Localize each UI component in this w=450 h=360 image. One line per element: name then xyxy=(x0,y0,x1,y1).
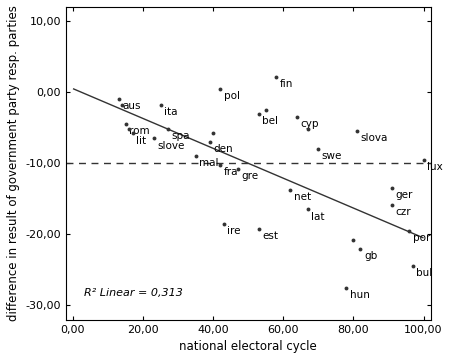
Text: ire: ire xyxy=(227,226,241,236)
Text: net: net xyxy=(294,193,311,202)
Text: cyp: cyp xyxy=(301,119,320,129)
Text: mal: mal xyxy=(199,158,219,168)
Text: hun: hun xyxy=(350,290,370,300)
Text: swe: swe xyxy=(322,151,342,161)
Text: aus: aus xyxy=(122,102,140,112)
Text: gre: gre xyxy=(241,171,258,181)
Text: R² Linear = 0,313: R² Linear = 0,313 xyxy=(84,288,182,298)
Text: fra: fra xyxy=(224,167,238,177)
Text: lux: lux xyxy=(427,162,443,172)
Text: fin: fin xyxy=(280,79,293,89)
Text: bul: bul xyxy=(417,269,433,279)
Text: slove: slove xyxy=(157,140,184,150)
Text: est: est xyxy=(262,231,278,241)
Text: slova: slova xyxy=(360,134,388,143)
Text: gb: gb xyxy=(364,251,377,261)
Y-axis label: difference in result of government party resp. parties: difference in result of government party… xyxy=(7,5,20,321)
Text: rom: rom xyxy=(129,126,150,136)
Text: czr: czr xyxy=(396,207,411,217)
Text: spa: spa xyxy=(171,131,189,141)
Text: lat: lat xyxy=(311,212,325,222)
Text: ger: ger xyxy=(396,190,413,200)
Text: pol: pol xyxy=(224,91,240,101)
Text: ita: ita xyxy=(164,107,178,117)
Text: por: por xyxy=(413,233,430,243)
Text: den: den xyxy=(213,144,233,154)
X-axis label: national electoral cycle: national electoral cycle xyxy=(180,340,317,353)
Text: lit: lit xyxy=(136,136,146,145)
Text: bel: bel xyxy=(262,116,278,126)
